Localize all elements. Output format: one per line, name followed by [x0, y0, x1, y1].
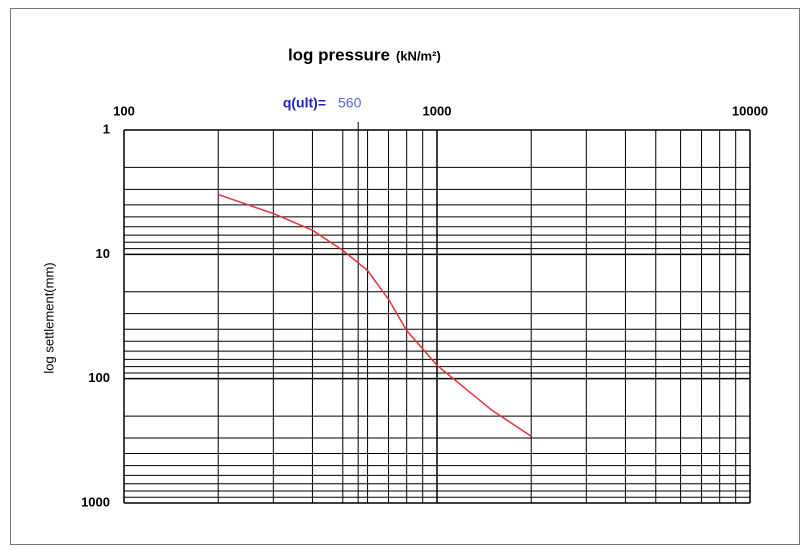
- frame: [10, 8, 800, 545]
- x-tick-label: 1000: [423, 103, 452, 118]
- y-tick-label: 1000: [81, 494, 110, 509]
- chart-title: log pressure: [288, 45, 390, 64]
- y-tick-label: 10: [96, 246, 110, 261]
- y-tick-label: 100: [88, 370, 110, 385]
- y-tick-label: 1: [103, 121, 110, 136]
- annotation-label: q(ult)=: [283, 95, 326, 111]
- x-tick-label: 10000: [732, 103, 768, 118]
- y-axis-label: log settlement(mm): [41, 262, 56, 373]
- data-line: [217, 193, 532, 437]
- x-tick-label: 100: [113, 103, 135, 118]
- chart-title-unit: (kN/m²): [396, 48, 441, 63]
- annotation-value: 560: [338, 95, 362, 111]
